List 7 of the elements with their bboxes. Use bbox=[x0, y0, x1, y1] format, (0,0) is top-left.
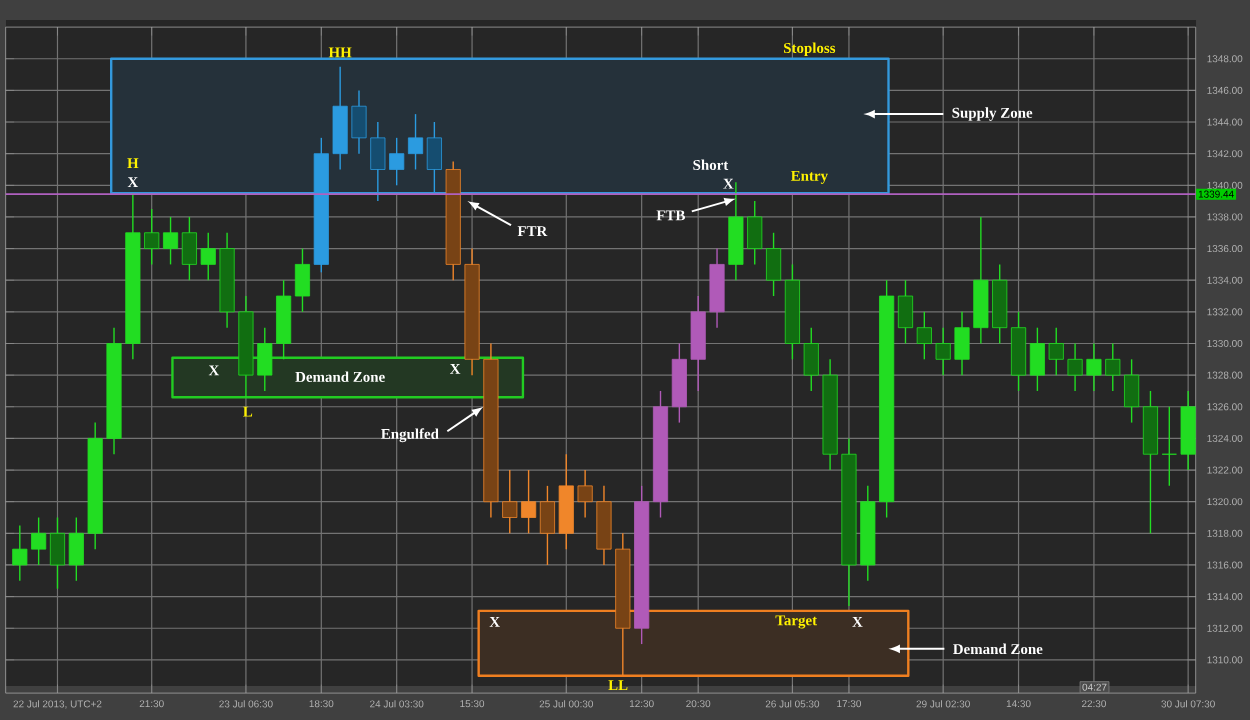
candlestick bbox=[1161, 406, 1177, 487]
candlestick bbox=[1142, 390, 1159, 535]
candlestick bbox=[294, 247, 311, 313]
candlestick bbox=[407, 113, 424, 171]
candlestick bbox=[1180, 390, 1196, 471]
candlestick bbox=[49, 516, 66, 590]
candlestick bbox=[897, 279, 914, 345]
